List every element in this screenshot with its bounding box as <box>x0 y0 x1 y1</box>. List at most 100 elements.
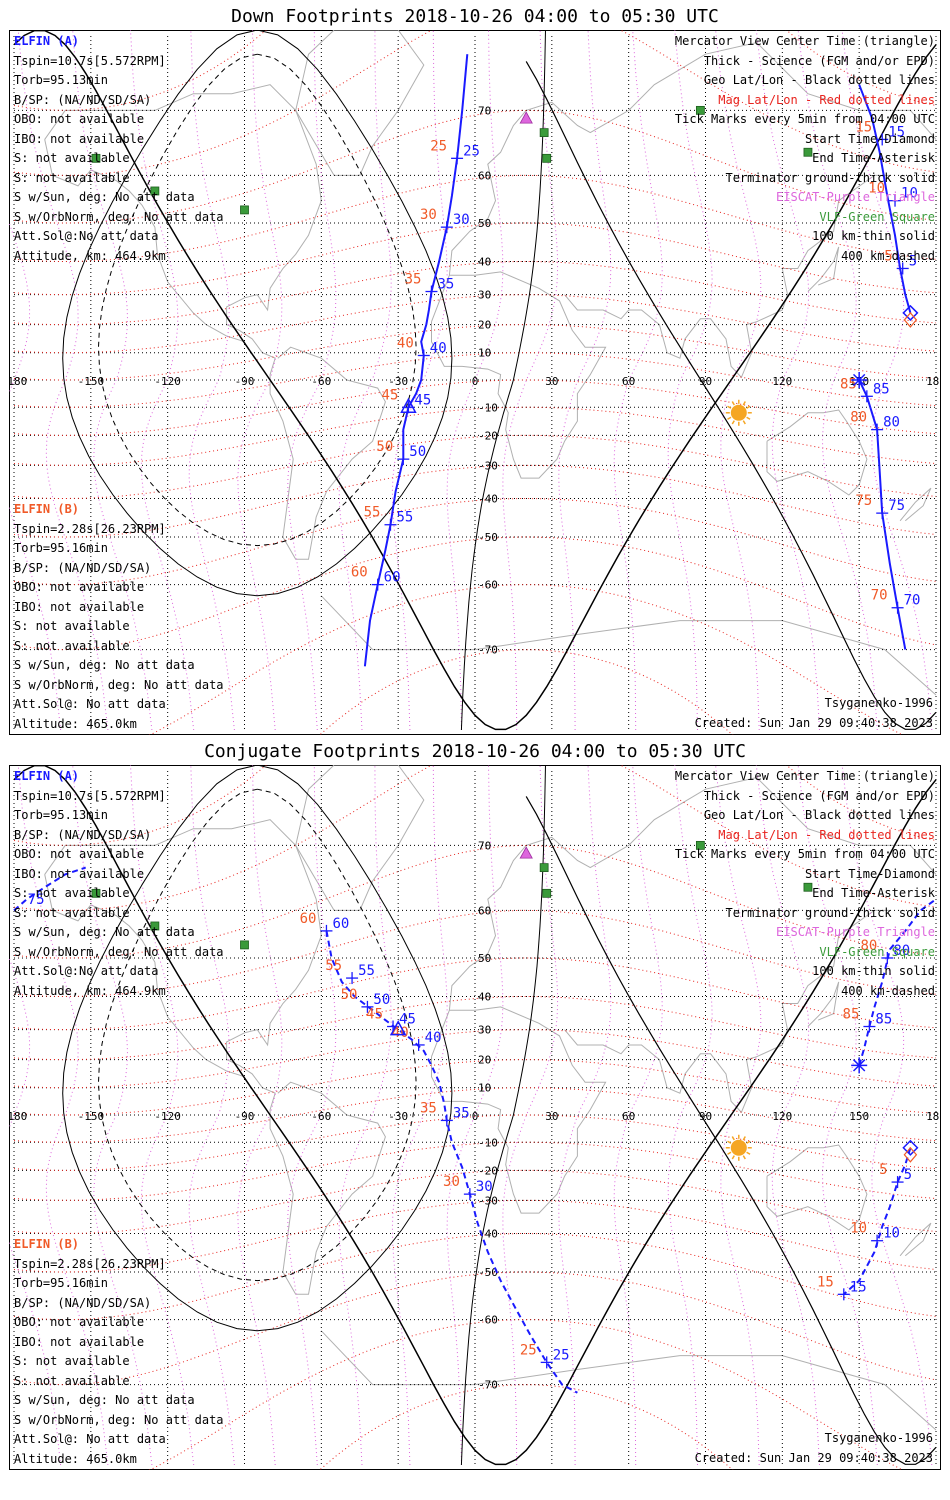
footprint-map-conjugate: -180 -150 -120 -90 -60 -30 0 30 60 90 120 150 180 70 6… <box>9 765 941 1470</box>
lat-tick-label: -30 <box>478 459 498 472</box>
elfin-a-info-line: S: not available <box>14 886 130 900</box>
elfin-a-tick-label-mag: 25 <box>430 138 447 154</box>
elfin-a-tick-label: 45 <box>414 392 431 408</box>
elfin-b-header: ELFIN (B) <box>14 502 80 516</box>
lat-tick-label: 20 <box>478 319 491 332</box>
legend-entry: EISCAT-Purple Triangle <box>776 190 935 204</box>
coastline <box>448 776 937 1011</box>
mag-lon-line <box>502 765 559 1466</box>
lat-tick-label: -10 <box>478 1136 498 1149</box>
terminator-ground <box>13 765 937 1466</box>
elfin-b-tick-label-mag: 10 <box>850 1221 867 1237</box>
elfin-a-info-line: S w/OrbNorm, deg: No att data <box>14 209 224 224</box>
elfin-a-info-line: S w/Sun, deg: No att data <box>14 925 195 939</box>
elfin-a-tick-label-mag: 55 <box>325 958 342 974</box>
elfin-a-info-line: IBO: not available <box>14 131 145 146</box>
elfin-b-info-line: Att.Sol@: No att data <box>14 697 166 711</box>
lon-tick-label: 60 <box>622 1110 635 1123</box>
mag-lat-line <box>13 434 937 500</box>
elfin-a-tick-label-mag: 50 <box>341 987 358 1003</box>
lon-tick-label: 120 <box>772 375 792 388</box>
coastline <box>766 409 868 496</box>
lat-tick-label: -70 <box>478 1379 498 1392</box>
elfin-a-header: ELFIN (A) <box>14 769 80 783</box>
legend-entry: End Time-Asterisk <box>812 151 935 165</box>
eiscat-triangle <box>519 111 533 124</box>
elfin-a-info-line: Tspin=10.7s[5.572RPM] <box>14 53 166 68</box>
elfin-b-tick-label-mag: 5 <box>879 1162 887 1178</box>
elfin-a-tick-label: 35 <box>453 1105 470 1121</box>
lat-tick-label: -60 <box>478 579 498 592</box>
start-diamond <box>902 1139 919 1156</box>
map-frame <box>9 765 941 1470</box>
model-label: Tsyganenko-1996 <box>824 696 933 710</box>
map-panel-conjugate: -180 -150 -120 -90 -60 -30 0 30 60 90 120 150 180 70 6… <box>9 765 941 1470</box>
coastline <box>44 874 156 963</box>
legend-entry: Terminator ground-thick solid <box>725 905 935 920</box>
vlf-station-square <box>91 888 101 898</box>
vlf-station-square <box>150 186 160 196</box>
lon-tick-label: -60 <box>311 1110 331 1123</box>
elfin-b-header: ELFIN (B) <box>14 1237 80 1251</box>
lon-tick-label: -180 <box>9 1110 27 1123</box>
legend-entry: VLF-Green Square <box>819 209 935 224</box>
elfin-a-info-line: Att.Sol@:No att data <box>14 229 159 243</box>
elfin-a-info-line: Torb=95.13min <box>14 808 108 822</box>
lon-tick-label: 120 <box>772 1110 792 1123</box>
mag-lat-line <box>13 995 937 1061</box>
elfin-a-track <box>325 930 578 1394</box>
elfin-b-info-line: IBO: not available <box>14 1334 145 1349</box>
elfin-b-track <box>858 898 937 1066</box>
legend-entry: 100 km-thin solid <box>812 229 935 243</box>
elfin-a-tick-label: 75 <box>28 892 45 908</box>
elfin-b-tick-label: 15 <box>888 124 905 140</box>
elfin-b-tick-label: 10 <box>901 186 918 202</box>
elfin-b-tick-label: 5 <box>904 1167 912 1183</box>
elfin-a-tick-label-mag: 60 <box>300 911 317 927</box>
lat-tick-label: 60 <box>478 169 491 182</box>
coastline <box>320 1330 937 1431</box>
legend-entry: Terminator ground-thick solid <box>725 170 935 185</box>
elfin-b-track <box>843 1147 912 1296</box>
elfin-a-tick-label: 40 <box>425 1030 442 1046</box>
elfin-a-info-line: Altitude, km: 464.9km <box>14 983 166 998</box>
coastline <box>154 227 245 343</box>
mag-lon-line <box>391 765 448 1466</box>
lat-tick-label: 30 <box>478 1024 491 1037</box>
lon-tick-label: -60 <box>311 375 331 388</box>
elfin-b-tick-label: 5 <box>909 253 917 269</box>
coastline <box>44 139 156 228</box>
created-label: Created: Sun Jan 29 09:40:38 2023 <box>694 1451 933 1465</box>
lon-tick-label: 60 <box>622 375 635 388</box>
start-diamond-mag <box>903 1146 918 1163</box>
elfin-b-info-line: S: not available <box>14 1354 130 1368</box>
mag-lon-line <box>72 765 153 1466</box>
lat-tick-label: 70 <box>478 104 491 117</box>
elfin-b-tick-label-mag: 70 <box>871 588 888 604</box>
mag-lon-line <box>841 30 933 731</box>
elfin-a-tick-label: 45 <box>399 1012 416 1028</box>
elfin-b-info-line: Tspin=2.28s[26.23RPM] <box>14 521 166 536</box>
elfin-b-info-line: S w/OrbNorm, deg: No att data <box>14 677 224 692</box>
mag-lon-line <box>446 765 504 1466</box>
elfin-a-info-line: S: not available <box>14 905 130 920</box>
mag-lon-line <box>72 30 153 731</box>
vlf-station-square <box>539 863 549 873</box>
mag-lat-line <box>318 1384 734 1470</box>
legend-entry: Start Time-Diamond <box>804 866 935 881</box>
lat-tick-label: 50 <box>478 952 491 965</box>
vlf-station-square <box>695 840 705 850</box>
lon-tick-label: 150 <box>849 1110 869 1123</box>
legend-entry: Thick - Science (FGM and/or EPD) <box>703 53 935 68</box>
coastline <box>766 1144 868 1231</box>
elfin-a-info-line: S: not available <box>14 170 130 185</box>
elfin-b-info-line: S: not available <box>14 619 130 633</box>
footprint-400km <box>97 53 417 547</box>
legend-entry: Mag Lat/Lon - Red dotted lines <box>718 92 935 107</box>
terminator-100km <box>460 30 546 731</box>
elfin-b-info-line: Torb=95.16min <box>14 541 108 555</box>
elfin-b-tick-label: 15 <box>850 1279 867 1295</box>
elfin-a-tick-label: 25 <box>553 1347 570 1363</box>
lat-tick-label: -30 <box>478 1194 498 1207</box>
lon-tick-label: -90 <box>235 1110 255 1123</box>
